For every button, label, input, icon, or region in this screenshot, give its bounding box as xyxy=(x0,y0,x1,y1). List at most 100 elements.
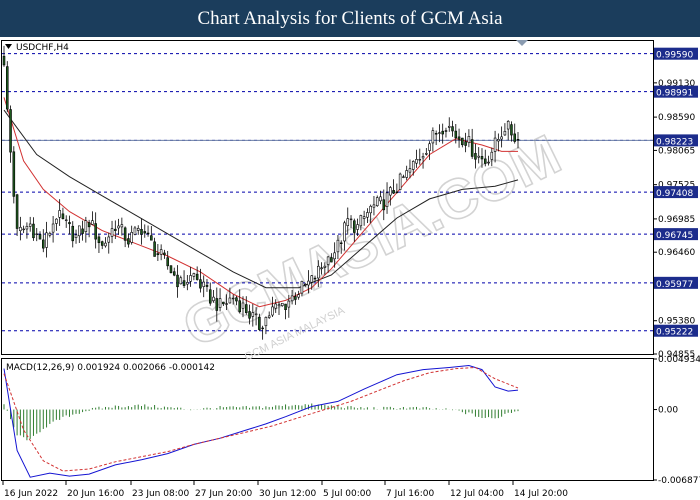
candle-body xyxy=(493,137,497,152)
candle-body xyxy=(241,302,245,309)
candle-body xyxy=(379,196,382,202)
candle xyxy=(104,237,107,248)
candle xyxy=(127,233,130,248)
candle xyxy=(284,303,287,320)
candle xyxy=(294,292,297,305)
time-tick-label: 12 Jul 04:00 xyxy=(450,489,504,499)
candle xyxy=(281,302,284,307)
candle-body xyxy=(310,275,314,283)
candle-body xyxy=(182,280,186,286)
candle-body xyxy=(313,277,317,280)
candle-body xyxy=(421,156,425,159)
candle-body xyxy=(189,275,192,282)
candle-body xyxy=(231,297,235,300)
candle-body xyxy=(506,120,510,130)
candle-body xyxy=(516,139,520,141)
candle-body xyxy=(490,151,494,160)
level-tag-bg xyxy=(654,228,698,241)
candle xyxy=(74,229,78,244)
candle-body xyxy=(61,213,65,220)
candle-body xyxy=(172,271,176,276)
candle xyxy=(38,231,42,240)
candle-body xyxy=(447,125,451,128)
price-tick-label: 0.96460 xyxy=(658,248,695,258)
price-panel-frame xyxy=(1,40,654,355)
candle xyxy=(310,275,314,290)
candle xyxy=(202,275,205,298)
candle xyxy=(19,216,22,241)
candle xyxy=(353,218,356,242)
candle xyxy=(94,212,97,249)
candle xyxy=(379,190,382,205)
level-tag-text: 0.98223 xyxy=(656,137,693,147)
candle xyxy=(346,207,350,235)
chart-shift-icon[interactable] xyxy=(516,40,528,46)
candle xyxy=(35,228,39,242)
candle xyxy=(434,130,438,146)
candle-body xyxy=(343,222,346,242)
candle xyxy=(143,224,147,238)
candle-body xyxy=(333,252,336,260)
candle-body xyxy=(2,55,6,66)
candle-body xyxy=(261,327,264,330)
candle xyxy=(45,221,48,258)
candle xyxy=(22,225,25,234)
candle-body xyxy=(166,257,169,267)
candle xyxy=(163,249,166,259)
candle-body xyxy=(146,232,150,235)
candle-body xyxy=(294,296,297,300)
candle xyxy=(48,231,52,238)
price-tick-label: 0.98065 xyxy=(658,146,695,156)
candle-body xyxy=(369,205,372,214)
candle xyxy=(71,221,75,248)
candle xyxy=(176,265,179,298)
candle-body xyxy=(114,228,117,231)
candle-body xyxy=(130,232,133,243)
macd-tick-label: 0.004934 xyxy=(658,355,700,365)
candle-body xyxy=(32,223,35,239)
candle-body xyxy=(133,227,137,235)
macd-axis: 0.004934 0.00 -0.006877 xyxy=(654,355,700,486)
candle-body xyxy=(195,273,199,280)
candle-body xyxy=(9,109,12,153)
candle-body xyxy=(461,137,464,146)
candle xyxy=(444,127,448,138)
candle xyxy=(267,311,271,320)
symbol-dropdown-icon[interactable] xyxy=(5,44,12,49)
candle xyxy=(208,282,212,306)
candle-body xyxy=(467,136,471,143)
candle xyxy=(123,226,127,248)
candle xyxy=(457,128,461,148)
candle xyxy=(248,304,251,325)
price-tick-label: 0.97525 xyxy=(658,181,695,191)
candle-body xyxy=(55,218,58,224)
macd-label: MACD(12,26,9) 0.001924 0.002066 -0.00014… xyxy=(6,363,215,373)
candle xyxy=(215,287,219,322)
price-tick-label: 0.96985 xyxy=(658,215,695,225)
candle-body xyxy=(497,139,500,142)
candle xyxy=(140,218,143,245)
candle-body xyxy=(150,235,153,241)
candle-body xyxy=(336,239,340,253)
candle xyxy=(271,296,274,318)
candle xyxy=(487,155,490,166)
candle-body xyxy=(104,242,107,247)
level-tag-bg xyxy=(654,186,698,199)
candle-body xyxy=(474,153,477,160)
candle xyxy=(120,217,124,236)
candle xyxy=(84,216,88,243)
candle xyxy=(366,208,369,224)
macd-line xyxy=(3,364,519,478)
candle-body xyxy=(94,223,97,240)
candle-body xyxy=(389,187,392,196)
candle xyxy=(9,105,12,163)
candle-body xyxy=(307,280,310,286)
candle xyxy=(195,266,199,281)
candle xyxy=(25,222,29,239)
candle xyxy=(421,152,425,169)
price-axis: 0.99130 0.98590 0.98065 0.97525 0.96985 0.964… xyxy=(654,79,695,360)
candle-body xyxy=(186,282,189,285)
candle xyxy=(205,278,209,292)
candle-body xyxy=(398,173,402,190)
